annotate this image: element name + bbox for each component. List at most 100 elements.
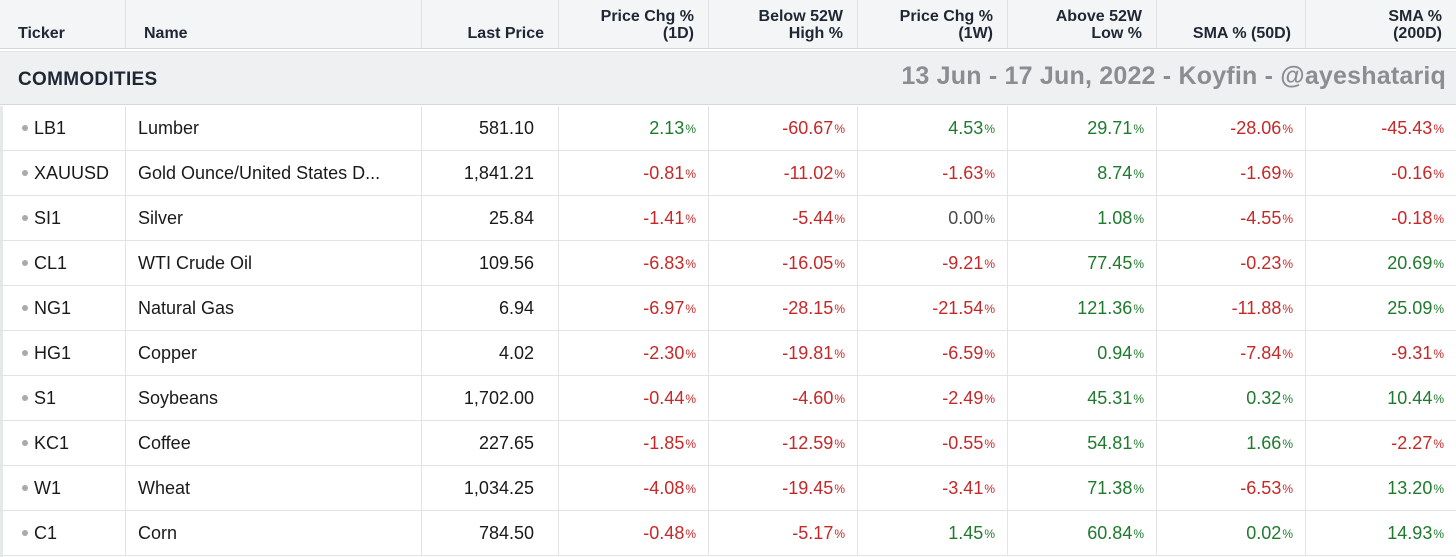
table-row[interactable]: KC1 Coffee 227.65 -1.85% -12.59% -0.55% 54.81%… xyxy=(0,421,1456,466)
percent-value: 54.81 xyxy=(1087,432,1133,453)
watermark-text: 13 Jun - 17 Jun, 2022 - Koyfin - @ayesha… xyxy=(901,62,1446,90)
table-row[interactable]: XAUUSD Gold Ounce/United States D... 1,841… xyxy=(0,151,1456,196)
percent-value: -0.23 xyxy=(1240,252,1282,273)
cell-last-price: 784.50 xyxy=(422,511,559,555)
cell-last-price: 1,034.25 xyxy=(422,466,559,510)
column-header-label: Price Chg % (1W) xyxy=(899,8,993,42)
percent-value: -6.97 xyxy=(643,297,685,318)
column-header-price-chg-1d[interactable]: Price Chg % (1D) xyxy=(559,0,709,48)
percent-unit: % xyxy=(834,302,845,316)
table-row[interactable]: SI1 Silver 25.84 -1.41% -5.44% 0.00% 1.08% -4.5… xyxy=(0,196,1456,241)
percent-value: -9.31 xyxy=(1391,342,1433,363)
cell-name[interactable]: Natural Gas xyxy=(126,286,422,330)
percent-unit: % xyxy=(1433,257,1444,271)
cell-ticker[interactable]: CL1 xyxy=(0,241,126,285)
percent-value: 45.31 xyxy=(1087,387,1133,408)
cell-sma-200d: -2.27% xyxy=(1306,421,1456,465)
percent-unit: % xyxy=(984,167,995,181)
cell-price-chg-1d: -0.81% xyxy=(559,151,709,195)
column-header-ticker[interactable]: Ticker xyxy=(0,0,126,48)
cell-sma-50d: 0.32% xyxy=(1157,376,1306,420)
percent-unit: % xyxy=(834,482,845,496)
cell-ticker[interactable]: XAUUSD xyxy=(0,151,126,195)
column-header-above-52w-low[interactable]: Above 52W Low % xyxy=(1008,0,1157,48)
column-header-below-52w-high[interactable]: Below 52W High % xyxy=(709,0,858,48)
cell-name[interactable]: Gold Ounce/United States D... xyxy=(126,151,422,195)
percent-value: -4.60 xyxy=(792,387,834,408)
percent-value: -11.88 xyxy=(1231,297,1282,318)
section-header[interactable]: COMMODITIES 13 Jun - 17 Jun, 2022 - Koyf… xyxy=(0,51,1456,105)
table-header: Ticker Name Last Price Price Chg % (1D) Belo… xyxy=(0,0,1456,49)
name-text: Gold Ounce/United States D... xyxy=(138,162,381,183)
cell-sma-50d: -0.23% xyxy=(1157,241,1306,285)
percent-value: -0.18 xyxy=(1391,207,1433,228)
table-row[interactable]: LB1 Lumber 581.10 2.13% -60.67% 4.53% 29.71% -2… xyxy=(0,106,1456,151)
table-row[interactable]: W1 Wheat 1,034.25 -4.08% -19.45% -3.41% 71.38%… xyxy=(0,466,1456,511)
cell-name[interactable]: Lumber xyxy=(126,106,422,150)
cell-below-52w-high: -19.81% xyxy=(709,331,858,375)
column-header-price-chg-1w[interactable]: Price Chg % (1W) xyxy=(858,0,1008,48)
percent-unit: % xyxy=(1433,302,1444,316)
name-text: Natural Gas xyxy=(138,297,235,318)
table-row[interactable]: HG1 Copper 4.02 -2.30% -19.81% -6.59% 0.94% -7.… xyxy=(0,331,1456,376)
cell-ticker[interactable]: LB1 xyxy=(0,106,126,150)
cell-name[interactable]: WTI Crude Oil xyxy=(126,241,422,285)
column-header-name[interactable]: Name xyxy=(126,0,422,48)
cell-ticker[interactable]: KC1 xyxy=(0,421,126,465)
cell-price-chg-1d: -2.30% xyxy=(559,331,709,375)
percent-unit: % xyxy=(1282,167,1293,181)
table-row[interactable]: CL1 WTI Crude Oil 109.56 -6.83% -16.05% -9.21… xyxy=(0,241,1456,286)
cell-name[interactable]: Silver xyxy=(126,196,422,240)
cell-ticker[interactable]: NG1 xyxy=(0,286,126,330)
ticker-text: XAUUSD xyxy=(34,162,110,183)
column-header-last-price[interactable]: Last Price xyxy=(422,0,559,48)
percent-value: -0.81 xyxy=(643,162,685,183)
percent-value: -5.17 xyxy=(792,522,834,543)
cell-name[interactable]: Corn xyxy=(126,511,422,555)
percent-unit: % xyxy=(685,257,696,271)
table-row[interactable]: NG1 Natural Gas 6.94 -6.97% -28.15% -21.54% 12… xyxy=(0,286,1456,331)
percent-value: 0.32 xyxy=(1246,387,1282,408)
cell-name[interactable]: Soybeans xyxy=(126,376,422,420)
cell-price-chg-1d: -0.48% xyxy=(559,511,709,555)
cell-above-52w-low: 60.84% xyxy=(1008,511,1157,555)
name-text: Coffee xyxy=(138,432,191,453)
cell-ticker[interactable]: C1 xyxy=(0,511,126,555)
percent-value: 1.45 xyxy=(948,522,984,543)
percent-unit: % xyxy=(1433,482,1444,496)
percent-unit: % xyxy=(1282,482,1293,496)
name-text: Wheat xyxy=(138,477,191,498)
cell-below-52w-high: -12.59% xyxy=(709,421,858,465)
percent-unit: % xyxy=(1282,302,1293,316)
percent-value: -45.43 xyxy=(1381,117,1433,138)
percent-unit: % xyxy=(1133,122,1144,136)
cell-price-chg-1d: 2.13% xyxy=(559,106,709,150)
percent-unit: % xyxy=(834,122,845,136)
percent-unit: % xyxy=(1133,392,1144,406)
percent-value: -0.44 xyxy=(643,387,685,408)
percent-value: -28.15 xyxy=(782,297,834,318)
section-title: COMMODITIES xyxy=(18,69,158,90)
cell-price-chg-1d: -0.44% xyxy=(559,376,709,420)
percent-value: 13.20 xyxy=(1387,477,1433,498)
percent-value: -12.59 xyxy=(782,432,834,453)
percent-unit: % xyxy=(685,167,696,181)
cell-price-chg-1w: 4.53% xyxy=(858,106,1008,150)
cell-ticker[interactable]: W1 xyxy=(0,466,126,510)
percent-value: -7.84 xyxy=(1240,342,1282,363)
cell-name[interactable]: Coffee xyxy=(126,421,422,465)
table-row[interactable]: S1 Soybeans 1,702.00 -0.44% -4.60% -2.49% 45.3… xyxy=(0,376,1456,421)
cell-price-chg-1w: -1.63% xyxy=(858,151,1008,195)
table-row[interactable]: C1 Corn 784.50 -0.48% -5.17% 1.45% 60.84% 0.02%… xyxy=(0,511,1456,556)
column-header-sma-50d[interactable]: SMA % (50D) xyxy=(1157,0,1306,48)
cell-ticker[interactable]: S1 xyxy=(0,376,126,420)
cell-name[interactable]: Wheat xyxy=(126,466,422,510)
cell-ticker[interactable]: HG1 xyxy=(0,331,126,375)
cell-name[interactable]: Copper xyxy=(126,331,422,375)
percent-unit: % xyxy=(984,257,995,271)
column-header-sma-200d[interactable]: SMA % (200D) xyxy=(1306,0,1456,48)
cell-ticker[interactable]: SI1 xyxy=(0,196,126,240)
percent-unit: % xyxy=(834,392,845,406)
percent-unit: % xyxy=(1433,392,1444,406)
percent-unit: % xyxy=(834,167,845,181)
